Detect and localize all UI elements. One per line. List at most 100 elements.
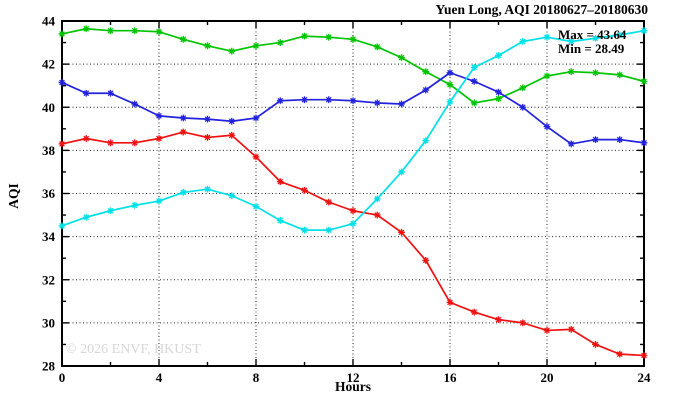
series-blue-marker xyxy=(398,100,405,108)
series-red-marker xyxy=(82,135,90,142)
series-blue-marker xyxy=(640,139,648,147)
series-red-marker xyxy=(228,131,236,139)
y-tick-label: 42 xyxy=(42,57,55,72)
series-red-marker xyxy=(446,298,454,306)
x-tick-label: 8 xyxy=(253,370,260,385)
watermark-text: © 2026 ENVF, HKUST xyxy=(66,342,201,357)
series-green-marker xyxy=(422,68,430,76)
x-tick-label: 16 xyxy=(444,370,458,385)
series-blue-marker xyxy=(58,79,66,86)
series-blue-marker xyxy=(204,115,211,123)
series-cyan-marker xyxy=(228,192,236,200)
series-red-marker xyxy=(155,135,163,142)
x-tick-label: 20 xyxy=(541,370,554,385)
series-cyan-marker xyxy=(470,63,478,71)
series-cyan-marker xyxy=(131,201,139,209)
series-cyan-marker xyxy=(567,38,575,45)
series-green-marker xyxy=(349,35,357,43)
series-green-marker xyxy=(107,27,114,35)
axis-ticks xyxy=(61,20,645,367)
series-blue-marker xyxy=(82,89,90,97)
series-cyan-marker xyxy=(519,38,527,45)
series-red xyxy=(58,128,648,359)
chart-title: Yuen Long, AQI 20180627–20180630 xyxy=(435,2,648,17)
series-blue-marker xyxy=(592,136,599,143)
series-red-marker xyxy=(398,228,405,236)
series-green-marker xyxy=(640,77,648,85)
series-red-marker xyxy=(301,186,308,194)
series-cyan-marker xyxy=(179,189,187,196)
series-red-marker xyxy=(640,352,648,359)
series-red-marker xyxy=(276,178,284,186)
series-green-marker xyxy=(470,99,478,107)
x-tick-label: 0 xyxy=(59,370,66,385)
series-blue-marker xyxy=(446,69,454,77)
series-cyan-marker xyxy=(301,226,308,234)
gridlines xyxy=(62,21,644,366)
series-cyan-marker xyxy=(325,226,333,234)
series-red-marker xyxy=(349,207,357,215)
series-red-marker xyxy=(131,139,139,147)
min-value-label: Min = 28.49 xyxy=(558,41,625,56)
y-tick-label: 44 xyxy=(42,14,56,29)
series-cyan-marker xyxy=(155,197,163,205)
series-red-marker xyxy=(592,341,599,348)
y-tick-label: 30 xyxy=(42,315,55,330)
y-tick-label: 36 xyxy=(42,186,56,201)
series-cyan-marker xyxy=(495,52,502,59)
x-axis-label: Hours xyxy=(334,379,371,394)
x-tick-label: 12 xyxy=(347,370,360,385)
series-green-marker xyxy=(252,42,260,50)
series-blue-marker xyxy=(155,112,163,120)
y-tick-label: 28 xyxy=(42,359,56,374)
series-green xyxy=(58,25,648,107)
x-tick-label: 24 xyxy=(638,370,652,385)
series-blue-marker xyxy=(543,123,551,131)
series-green-marker xyxy=(543,72,551,80)
series-cyan xyxy=(58,27,648,234)
series-red-marker xyxy=(204,134,211,141)
series-cyan-marker xyxy=(422,137,430,145)
series-cyan-marker xyxy=(58,222,66,230)
series-red-marker xyxy=(422,256,430,264)
series-blue-marker xyxy=(179,114,187,122)
series-green-marker xyxy=(131,27,139,35)
series-blue-marker xyxy=(373,99,381,107)
series-red-marker xyxy=(495,316,502,324)
series-blue-marker xyxy=(228,117,236,125)
series-red-marker xyxy=(107,139,114,147)
series-green-marker xyxy=(301,32,308,40)
series-green-marker xyxy=(325,33,333,41)
series-red-marker xyxy=(616,350,624,358)
max-min-annotation: Max = 43.64 Min = 28.49 xyxy=(558,28,626,56)
series-cyan-marker xyxy=(252,203,260,210)
y-tick-label: 32 xyxy=(42,272,55,287)
series-cyan-marker xyxy=(616,31,624,39)
series-blue-marker xyxy=(301,96,308,104)
series-blue-marker xyxy=(276,97,284,105)
series-green-marker xyxy=(567,68,575,76)
series-cyan-marker xyxy=(204,185,211,193)
series-red-marker xyxy=(567,325,575,333)
series-green-marker xyxy=(204,42,211,50)
series-cyan-marker xyxy=(349,220,357,228)
series-blue-marker xyxy=(616,136,624,143)
series-green-marker xyxy=(58,30,66,38)
series-green-marker xyxy=(398,54,405,62)
series-cyan-marker xyxy=(82,213,90,221)
series-green-marker xyxy=(228,47,236,55)
series-red-marker xyxy=(543,327,551,334)
series-green-marker xyxy=(616,71,624,79)
series-red-marker xyxy=(519,319,527,327)
series-blue-marker xyxy=(567,140,575,148)
series-red-marker xyxy=(470,308,478,316)
series-blue-marker xyxy=(495,88,502,96)
series-blue xyxy=(58,69,648,148)
y-tick-label: 34 xyxy=(42,229,56,244)
series-cyan-marker xyxy=(373,195,381,203)
max-value-label: Max = 43.64 xyxy=(558,27,627,42)
series-red-marker xyxy=(252,153,260,161)
series-green-marker xyxy=(519,84,527,92)
